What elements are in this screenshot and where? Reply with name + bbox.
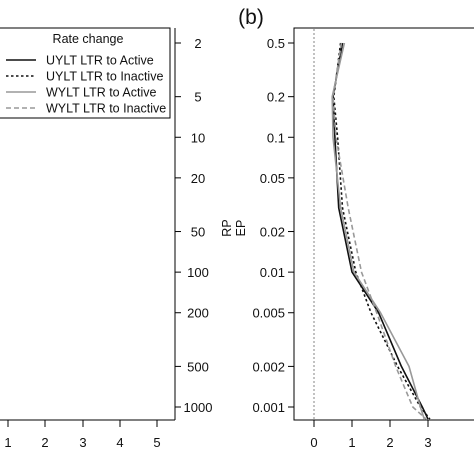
- right-y-tick-label: 0.5: [267, 36, 285, 51]
- left-y-tick-label: 100: [187, 265, 209, 280]
- panel-label: (b): [238, 6, 264, 29]
- left-y-tick-label: 1000: [184, 400, 213, 415]
- right-y-tick-label: 0.02: [260, 225, 285, 240]
- right-y-tick-label: 0.001: [252, 400, 285, 415]
- legend-box: [0, 27, 171, 119]
- right-x-tick-label: 3: [424, 435, 431, 450]
- left-panel-x-ticks: 1 2 3 4 5: [4, 420, 161, 450]
- right-panel-x-ticks: 0 1 2 3: [310, 420, 432, 450]
- right-panel-y-ticks: 0.5 0.2 0.1 0.05 0.02 0.01 0.005 0.002 0.001: [252, 36, 294, 415]
- right-x-tick-label: 2: [386, 435, 393, 450]
- left-panel: 1 2 3 4 5 2 5 10 20 50 100 200 500 1000: [0, 28, 212, 450]
- right-x-tick-label: 1: [348, 435, 355, 450]
- right-y-tick-label: 0.05: [260, 171, 285, 186]
- series-line-2: [332, 42, 431, 420]
- left-y-tick-label: 20: [191, 171, 205, 186]
- right-y-tick-label: 0.002: [252, 359, 285, 374]
- left-y-tick-label: 10: [191, 130, 205, 145]
- legend-entry-label: UYLT LTR to Inactive: [46, 70, 163, 84]
- right-y-tick-label: 0.2: [267, 90, 285, 105]
- left-y-tick-label: 50: [191, 225, 205, 240]
- legend-title: Rate change: [53, 32, 124, 46]
- legend-entry-label: UYLT LTR to Active: [46, 54, 154, 68]
- legend-entries: UYLT LTR to Active UYLT LTR to Inactive WY…: [6, 54, 166, 116]
- right-panel-frame: [293, 27, 474, 421]
- legend-entry-label: WYLT LTR to Inactive: [46, 102, 166, 116]
- left-panel-y-ticks: 2 5 10 20 50 100 200 500 1000: [175, 36, 212, 415]
- legend-entry-label: WYLT LTR to Active: [46, 86, 156, 100]
- left-x-tick-label: 4: [116, 435, 123, 450]
- left-y-tick-label: 500: [187, 359, 209, 374]
- right-y-tick-label: 0.1: [267, 130, 285, 145]
- y-axis-label: RP EP: [220, 219, 248, 236]
- left-x-tick-label: 1: [4, 435, 11, 450]
- right-y-tick-label: 0.01: [260, 265, 285, 280]
- left-y-tick-label: 5: [194, 90, 201, 105]
- left-y-tick-label: 200: [187, 306, 209, 321]
- y-axis-label-ep: EP: [234, 220, 248, 237]
- series-lines: [331, 42, 431, 420]
- series-line-4: [332, 42, 427, 420]
- right-panel: RP EP 0.5 0.2 0.1 0.05 0.02 0.01 0.005 0.002 0.0…: [220, 27, 474, 450]
- left-x-tick-label: 5: [153, 435, 160, 450]
- series-line-3: [331, 42, 425, 420]
- left-x-tick-label: 2: [41, 435, 48, 450]
- left-y-tick-label: 2: [194, 36, 201, 51]
- right-x-tick-label: 0: [310, 435, 317, 450]
- y-axis-label-rp: RP: [220, 219, 234, 236]
- left-x-tick-label: 3: [79, 435, 86, 450]
- right-y-tick-label: 0.005: [252, 306, 285, 321]
- series-line-1: [332, 42, 429, 420]
